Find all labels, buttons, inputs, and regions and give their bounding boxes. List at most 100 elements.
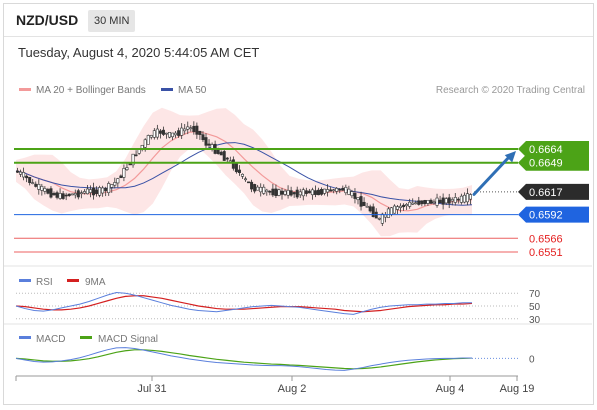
- candle-body: [73, 193, 77, 196]
- candle-body: [161, 129, 165, 135]
- candle-body: [247, 181, 251, 184]
- candle-body: [22, 172, 26, 178]
- candle-body: [332, 189, 336, 192]
- candle-body: [149, 135, 153, 138]
- candle-body: [16, 170, 20, 173]
- candle-body: [19, 171, 23, 175]
- candle-body: [234, 162, 238, 173]
- bollinger-band: [16, 107, 472, 237]
- candle-body: [359, 196, 363, 207]
- candle-body: [256, 186, 260, 191]
- candle-body: [405, 204, 409, 207]
- candle-body: [34, 183, 38, 187]
- candle-body: [377, 217, 381, 220]
- candle-body: [171, 132, 175, 138]
- candle-body: [250, 181, 254, 190]
- rsi-pane: 70 50 30: [15, 289, 541, 326]
- timeframe-badge[interactable]: 30 MIN: [88, 10, 136, 32]
- price-label: 0.6592: [529, 210, 563, 222]
- candle-body: [453, 197, 457, 203]
- price-tag-resistance: [518, 141, 589, 158]
- macd-tick-label: 0: [529, 354, 535, 365]
- candle-body: [459, 195, 463, 203]
- rsi-tick-label: 30: [529, 315, 541, 326]
- x-tick-label: Jul 31: [137, 383, 166, 395]
- candle-body: [262, 186, 266, 194]
- forecast-arrow: [472, 154, 512, 196]
- macd-legend-label: MACD: [36, 334, 65, 345]
- candle-body: [79, 192, 83, 195]
- candle-body: [429, 199, 433, 204]
- candle-body: [76, 190, 80, 198]
- ma20-legend-label: MA 20 + Bollinger Bands: [36, 85, 146, 96]
- candle-body: [368, 206, 372, 212]
- rsi-legend-label: RSI: [36, 277, 53, 288]
- candle-body: [399, 205, 403, 208]
- candle-body: [131, 153, 135, 166]
- candle-body: [222, 151, 226, 161]
- macd-signal-legend-swatch: [80, 336, 92, 339]
- candle-body: [286, 189, 290, 196]
- candle-body: [195, 125, 199, 135]
- chart-header: NZD/USD 30 MIN: [4, 4, 593, 37]
- candle-body: [417, 200, 421, 205]
- candle-body: [64, 194, 68, 197]
- rsi-legend-swatch: [19, 279, 31, 282]
- candle-body: [450, 199, 454, 202]
- candle-body: [301, 189, 305, 197]
- candle-body: [244, 178, 248, 181]
- candle-body: [462, 194, 466, 203]
- candle-body: [67, 193, 71, 196]
- candle-body: [225, 157, 229, 160]
- candle-body: [125, 167, 129, 171]
- candle-body: [307, 190, 311, 194]
- candle-body: [420, 200, 424, 205]
- price-tag-support: [518, 206, 589, 223]
- candle-body: [158, 130, 162, 134]
- candle-body: [152, 130, 156, 138]
- candle-body: [265, 189, 269, 193]
- candle-body: [183, 128, 187, 132]
- candle-body: [292, 192, 296, 195]
- candle-body: [329, 189, 333, 192]
- candle-body: [146, 135, 150, 145]
- candle-body: [456, 198, 460, 201]
- price-label: 0.6664: [529, 144, 563, 156]
- candle-body: [155, 128, 159, 138]
- candle-body: [198, 130, 202, 135]
- candle-body: [119, 175, 123, 179]
- macd-signal-line: [15, 349, 473, 370]
- rsi-ma-legend-swatch: [67, 279, 79, 282]
- candle-body: [253, 184, 257, 192]
- candle-body: [423, 199, 427, 205]
- candle-body: [396, 206, 400, 210]
- candle-body: [326, 189, 330, 193]
- candle-body: [110, 184, 114, 188]
- ma50-legend-swatch: [161, 88, 173, 91]
- candle-body: [320, 189, 324, 195]
- candle-body: [468, 194, 472, 200]
- candle-body: [25, 175, 29, 179]
- price-label: 0.6551: [529, 247, 563, 259]
- candle-body: [92, 187, 96, 196]
- credit-text: Research © 2020 Trading Central: [436, 85, 585, 96]
- macd-line: [15, 347, 472, 371]
- candle-body: [37, 184, 41, 190]
- candle-body: [414, 202, 418, 205]
- candle-body: [40, 186, 44, 191]
- candle-body: [432, 201, 436, 204]
- candle-body: [402, 204, 406, 208]
- candle-body: [426, 199, 430, 204]
- ma20-line: [15, 130, 473, 212]
- candle-body: [259, 187, 263, 193]
- candle-body: [82, 191, 86, 194]
- ma50-line: [15, 142, 473, 206]
- candle-body: [295, 189, 299, 198]
- candle-body: [298, 191, 302, 196]
- candle-body: [438, 199, 442, 204]
- candle-body: [280, 190, 284, 195]
- candle-body: [192, 125, 196, 132]
- candle-body: [274, 188, 278, 197]
- rsi-ma-legend-label: 9MA: [85, 277, 106, 288]
- candle-body: [411, 202, 415, 205]
